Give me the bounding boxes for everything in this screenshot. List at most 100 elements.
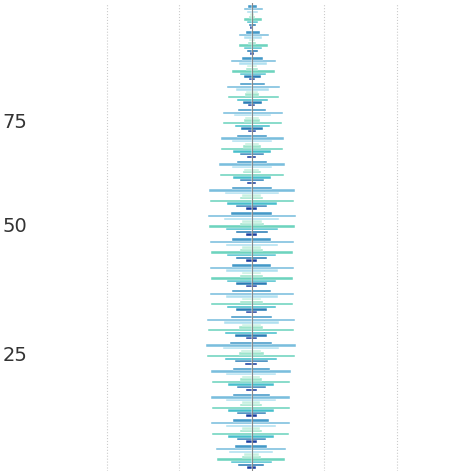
Bar [245, 117, 252, 119]
Bar [252, 238, 271, 241]
Bar [231, 316, 252, 319]
Bar [225, 357, 252, 360]
Bar [246, 233, 252, 236]
Bar [252, 422, 290, 424]
Bar [232, 140, 252, 142]
Bar [227, 202, 252, 205]
Bar [236, 231, 252, 233]
Bar [252, 65, 257, 67]
Bar [243, 171, 252, 173]
Bar [252, 31, 259, 34]
Bar [225, 192, 252, 194]
Bar [242, 324, 252, 326]
Bar [252, 435, 274, 438]
Bar [240, 378, 252, 381]
Bar [246, 337, 252, 339]
Bar [252, 269, 278, 272]
Bar [239, 63, 252, 65]
Bar [252, 192, 279, 194]
Bar [252, 52, 254, 55]
Bar [237, 161, 252, 163]
Bar [242, 220, 252, 223]
Bar [244, 8, 252, 10]
Bar [243, 427, 252, 429]
Bar [252, 86, 280, 88]
Bar [231, 461, 252, 464]
Bar [232, 264, 252, 266]
Bar [244, 36, 252, 39]
Bar [249, 16, 252, 18]
Bar [252, 215, 296, 218]
Bar [240, 197, 252, 200]
Bar [252, 212, 272, 215]
Bar [232, 290, 252, 292]
Bar [252, 458, 285, 461]
Bar [211, 277, 252, 280]
Bar [247, 155, 252, 158]
Bar [252, 125, 270, 127]
Bar [246, 311, 252, 313]
Bar [252, 88, 269, 91]
Bar [252, 182, 256, 184]
Bar [244, 75, 252, 78]
Bar [217, 458, 252, 461]
Bar [233, 368, 252, 370]
Bar [252, 319, 295, 321]
Bar [252, 194, 261, 197]
Bar [252, 202, 277, 205]
Bar [252, 208, 257, 210]
Bar [252, 47, 262, 49]
Bar [243, 375, 252, 378]
Bar [242, 57, 252, 60]
Bar [246, 68, 252, 70]
Bar [242, 298, 252, 300]
Bar [249, 39, 252, 41]
Bar [252, 42, 256, 44]
Bar [221, 137, 252, 140]
Bar [252, 36, 262, 39]
Bar [252, 285, 257, 287]
Bar [226, 269, 252, 272]
Bar [252, 386, 266, 388]
Bar [252, 456, 261, 458]
Bar [242, 272, 252, 274]
Bar [252, 256, 267, 259]
Bar [236, 205, 252, 207]
Bar [252, 50, 258, 52]
Bar [219, 163, 252, 165]
Bar [246, 259, 252, 262]
Bar [207, 355, 252, 357]
Bar [238, 109, 252, 111]
Bar [252, 303, 292, 305]
Bar [252, 166, 273, 168]
Bar [252, 433, 290, 435]
Bar [236, 309, 252, 311]
Bar [237, 99, 252, 101]
Bar [236, 283, 252, 285]
Bar [252, 63, 267, 65]
Bar [252, 316, 272, 319]
Bar [223, 347, 252, 349]
Bar [252, 60, 276, 62]
Bar [227, 373, 252, 375]
Bar [250, 13, 252, 16]
Bar [252, 409, 274, 411]
Bar [252, 169, 259, 171]
Bar [252, 246, 261, 248]
Bar [252, 446, 267, 448]
Bar [247, 466, 252, 469]
Bar [252, 91, 258, 93]
Bar [231, 166, 252, 168]
Bar [252, 101, 262, 104]
Bar [231, 60, 252, 62]
Bar [252, 381, 290, 383]
Bar [252, 205, 267, 207]
Bar [216, 448, 252, 450]
Bar [252, 412, 266, 414]
Bar [252, 251, 293, 254]
Bar [226, 332, 252, 334]
Bar [252, 342, 272, 344]
Bar [252, 461, 272, 464]
Bar [240, 301, 252, 303]
Bar [252, 163, 285, 165]
